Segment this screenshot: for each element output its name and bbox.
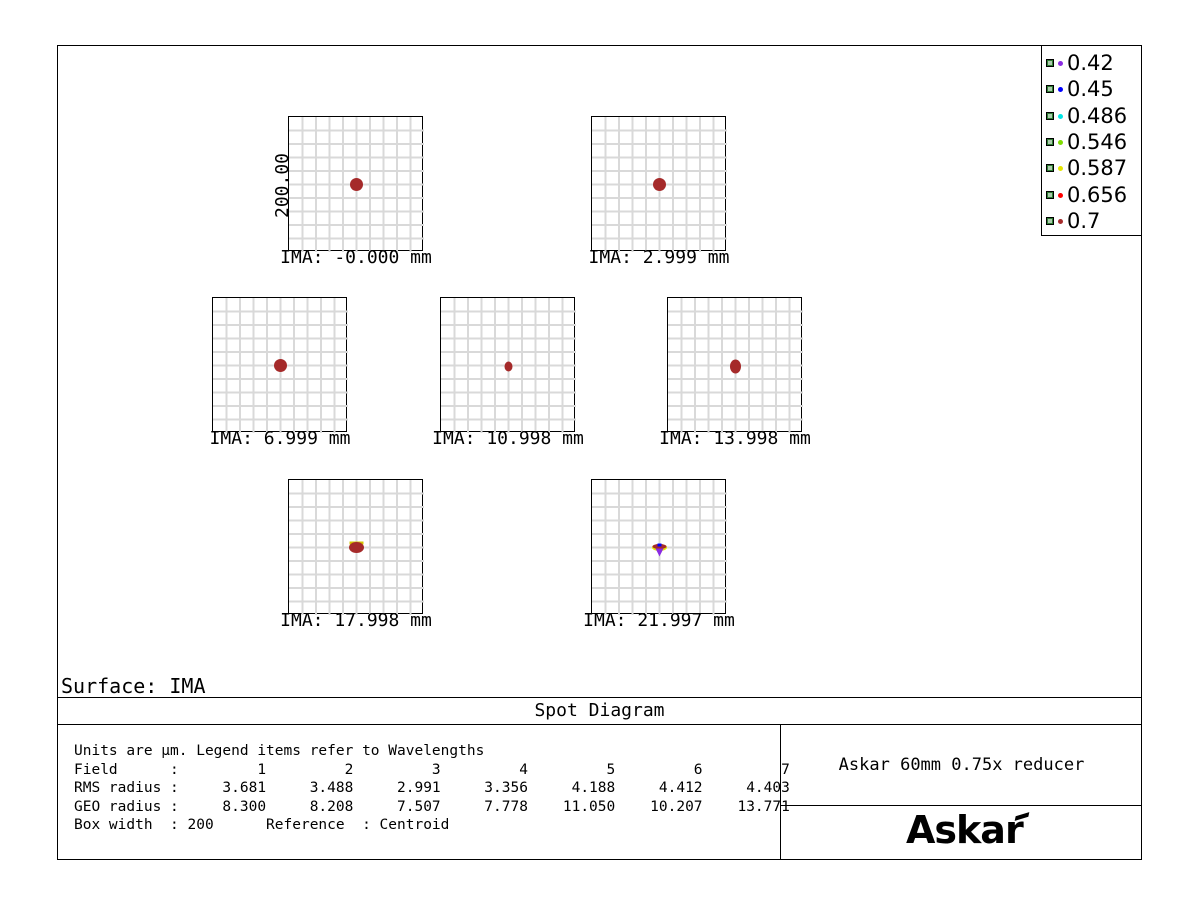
spot-point [350, 178, 363, 191]
checkbox-icon[interactable] [1046, 164, 1054, 172]
info-units-line: Units are µm. Legend items refer to Wave… [74, 743, 485, 759]
legend-label: 0.42 [1067, 51, 1114, 75]
spot-point [653, 178, 666, 191]
legend-item[interactable]: 0.7 [1046, 208, 1100, 234]
legend-item[interactable]: 0.546 [1046, 129, 1127, 155]
legend-dot-icon [1058, 139, 1063, 145]
spot-pattern [349, 541, 364, 553]
legend-dot-icon [1058, 192, 1063, 198]
legend-item[interactable]: 0.587 [1046, 155, 1127, 181]
spot-point [730, 359, 741, 374]
legend-label: 0.45 [1067, 77, 1114, 101]
legend-item[interactable]: 0.45 [1046, 76, 1114, 102]
checkbox-icon[interactable] [1046, 217, 1054, 225]
legend-dot-icon [1058, 86, 1063, 92]
field-label-6: IMA: 17.998 mm [280, 610, 432, 631]
grid [289, 480, 424, 615]
grid [289, 117, 424, 252]
info-panel: Units are µm. Legend items refer to Wave… [74, 742, 790, 835]
info-rms-row: RMS radius : 3.681 3.488 2.991 3.356 4.1… [74, 780, 790, 796]
spot-box-field-2 [591, 116, 727, 252]
spot-pattern [504, 361, 513, 372]
info-box-row: Box width : 200 Reference : Centroid [74, 817, 450, 833]
spot-box-field-4 [440, 297, 576, 433]
spot-box-field-1 [288, 116, 424, 252]
spot-point [657, 543, 662, 547]
legend-item[interactable]: 0.656 [1046, 182, 1127, 208]
spot-box-field-5 [667, 297, 803, 433]
grid [668, 298, 803, 433]
grid [592, 480, 727, 615]
spot-point [349, 542, 364, 553]
spot-pattern [350, 178, 363, 191]
spot-box-field-7 [591, 479, 727, 615]
legend-label: 0.546 [1067, 130, 1128, 154]
legend-dot-icon [1058, 218, 1063, 224]
spot-point [504, 361, 513, 372]
surface-label: Surface: IMA [61, 674, 206, 698]
field-label-4: IMA: 10.998 mm [432, 428, 584, 449]
legend-dot-icon [1058, 165, 1063, 171]
spot-pattern [652, 543, 667, 557]
spot-box-field-3 [212, 297, 348, 433]
checkbox-icon[interactable] [1046, 112, 1054, 120]
field-label-5: IMA: 13.998 mm [659, 428, 811, 449]
field-label-1: IMA: -0.000 mm [280, 247, 432, 268]
field-label-7: IMA: 21.997 mm [583, 610, 735, 631]
legend-label: 0.486 [1067, 104, 1128, 128]
field-label-2: IMA: 2.999 mm [588, 247, 730, 268]
checkbox-icon[interactable] [1046, 138, 1054, 146]
scale-label: 200.00 [272, 152, 293, 218]
spot-pattern [730, 359, 741, 374]
spot-pattern [274, 359, 287, 372]
checkbox-icon[interactable] [1046, 85, 1054, 93]
checkbox-icon[interactable] [1046, 59, 1054, 67]
info-geo-row: GEO radius : 8.300 8.208 7.507 7.778 11.… [74, 798, 790, 815]
legend-label: 0.7 [1067, 209, 1101, 233]
field-label-3: IMA: 6.999 mm [209, 428, 351, 449]
info-field-row: Field : 1 2 3 4 5 6 7 [74, 761, 790, 778]
legend-item[interactable]: 0.42 [1046, 50, 1114, 76]
spot-box-field-6 [288, 479, 424, 615]
wavelength-legend: 0.42 0.45 0.486 0.546 0.587 0.656 0.7 [1041, 45, 1142, 236]
spot-pattern [653, 178, 666, 191]
legend-label: 0.656 [1067, 183, 1128, 207]
checkbox-icon[interactable] [1046, 191, 1054, 199]
plot-frame [57, 45, 1142, 860]
spot-point [655, 548, 664, 557]
legend-label: 0.587 [1067, 156, 1128, 180]
divider [780, 725, 781, 860]
legend-item[interactable]: 0.486 [1046, 103, 1127, 129]
legend-dot-icon [1058, 113, 1063, 119]
spot-point [274, 359, 287, 372]
lens-description: Askar 60mm 0.75x reducer [838, 755, 1085, 775]
divider [780, 805, 1142, 806]
legend-dot-icon [1058, 60, 1063, 66]
diagram-title: Spot Diagram [57, 697, 1142, 725]
askar-logo: Askar [906, 808, 1024, 852]
